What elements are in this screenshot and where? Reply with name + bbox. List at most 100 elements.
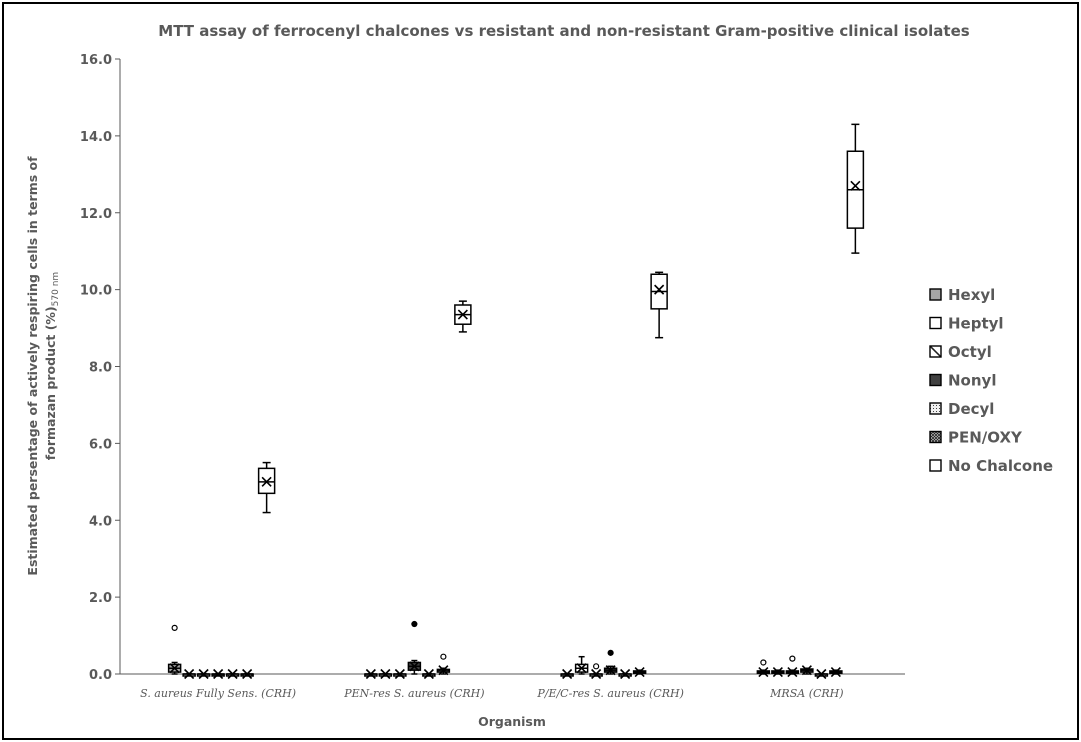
legend-label: Heptyl [948, 315, 1004, 333]
mean-marker [184, 668, 195, 680]
mean-marker [394, 668, 405, 680]
box-plot [800, 665, 814, 676]
mean-marker [605, 665, 616, 676]
mean-marker [423, 668, 434, 680]
box-plot [225, 668, 240, 680]
mean-marker [198, 668, 209, 680]
box-plot [632, 667, 647, 678]
box-plot [436, 653, 451, 676]
chart-title: MTT assay of ferrocenyl chalcones vs res… [158, 22, 969, 40]
mean-marker [562, 668, 573, 680]
box-plot [378, 668, 393, 680]
outlier-point [593, 663, 600, 670]
mean-marker [261, 476, 272, 487]
mean-marker [620, 668, 631, 680]
mean-marker [654, 284, 665, 295]
y-tick-label: 2.0 [89, 591, 112, 606]
mean-marker [213, 668, 224, 680]
box-plot [589, 663, 603, 680]
box-plot [618, 668, 632, 680]
y-tick-label: 8.0 [89, 361, 112, 376]
legend-label: PEN/OXY [948, 429, 1023, 447]
legend-item: PEN/OXY [929, 429, 1023, 447]
box-plot [240, 668, 254, 680]
legend-item: Decyl [929, 400, 994, 418]
y-axis-title-subscript: 570 nm [51, 272, 61, 307]
outlier-point [440, 653, 447, 660]
x-tick-label: MRSA (CRH) [769, 687, 843, 700]
box-plot [393, 668, 407, 680]
box-plot [182, 668, 196, 680]
mean-marker [772, 667, 783, 678]
box-plot [257, 461, 276, 514]
legend-swatch [929, 345, 942, 358]
y-axis-title: Estimated persentage of actively respiri… [25, 156, 61, 576]
legend-swatch [929, 402, 942, 415]
y-tick-label: 4.0 [89, 514, 112, 529]
box-plots [167, 123, 865, 680]
mean-marker [242, 668, 253, 680]
y-axis-title-line1: Estimated persentage of actively respiri… [25, 156, 40, 576]
legend-swatch [929, 373, 942, 387]
box-plot [771, 667, 785, 678]
legend-label: Hexyl [948, 286, 995, 304]
box-plot [196, 668, 211, 680]
mean-marker [801, 665, 812, 676]
box-plot [650, 271, 668, 339]
outlier-point [789, 655, 796, 662]
box-plot [167, 624, 182, 675]
legend-label: Decyl [948, 400, 994, 418]
outlier-point [607, 649, 614, 656]
mean-marker [365, 668, 376, 680]
category-labels: S. aureus Fully Sens. (CRH) PEN-res S. au… [140, 687, 843, 700]
y-tick-label: 10.0 [80, 284, 112, 299]
mean-marker [830, 667, 841, 678]
legend-item: Hexyl [929, 286, 995, 304]
y-axis-title-main: formazan product (%) [43, 306, 58, 460]
outlier-point [411, 620, 418, 628]
box-plot [454, 300, 472, 333]
y-tick-label: 12.0 [80, 207, 112, 222]
mean-marker [227, 668, 238, 680]
x-tick-label: PEN-res S. aureus (CRH) [343, 687, 484, 700]
y-tick-label: 16.0 [80, 53, 112, 68]
box-plot [560, 668, 574, 680]
legend: Hexyl Heptyl Octyl Nonyl Decyl PEN/OXY No Chal… [929, 286, 1053, 475]
legend-label: Nonyl [948, 372, 996, 390]
mean-marker [409, 661, 420, 672]
legend-label: No Chalcone [948, 457, 1053, 475]
legend-item: Nonyl [929, 372, 996, 390]
legend-swatch [929, 316, 942, 330]
box-plot [211, 668, 225, 680]
mean-marker [816, 668, 827, 680]
mean-marker [457, 309, 468, 320]
x-axis-title: Organism [478, 714, 546, 729]
box-plot [785, 655, 800, 678]
mean-marker [634, 667, 645, 678]
legend-item: Heptyl [929, 315, 1004, 333]
mean-marker [850, 180, 861, 191]
mean-marker [169, 663, 180, 674]
y-ticks: 0.0 2.0 4.0 6.0 8.0 10.0 12.0 14.0 16.0 [80, 53, 120, 683]
mean-marker [758, 667, 769, 678]
legend-item: Octyl [929, 343, 992, 361]
box-plot [364, 668, 378, 680]
y-tick-label: 14.0 [80, 130, 112, 145]
y-axis-title-line2: formazan product (%)570 nm [43, 272, 61, 460]
legend-swatch [929, 459, 942, 472]
mean-marker [576, 663, 587, 674]
x-tick-label: P/E/C-res S. aureus (CRH) [536, 687, 684, 700]
box-plot [829, 667, 843, 678]
y-tick-label: 0.0 [89, 668, 112, 683]
mean-marker [787, 667, 798, 678]
box-plot [422, 668, 436, 680]
y-tick-label: 6.0 [89, 437, 112, 452]
outlier-point [760, 659, 767, 666]
legend-label: Octyl [948, 343, 992, 361]
mean-marker [380, 668, 391, 680]
legend-swatch [929, 430, 942, 444]
outlier-point [171, 624, 178, 631]
